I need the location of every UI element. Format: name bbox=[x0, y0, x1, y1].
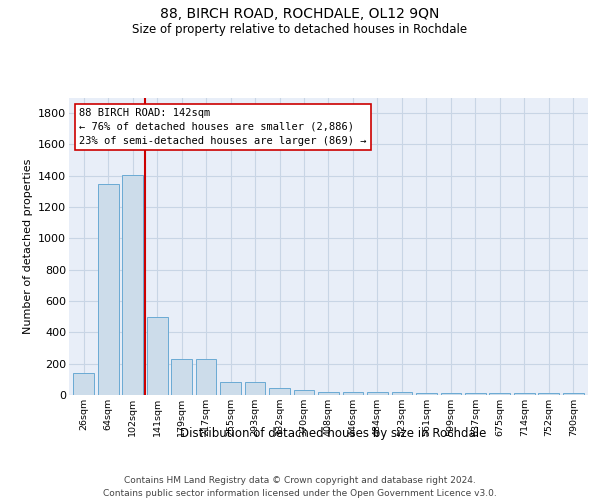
Text: Distribution of detached houses by size in Rochdale: Distribution of detached houses by size … bbox=[180, 428, 486, 440]
Bar bbox=[514, 394, 535, 395]
Bar bbox=[367, 392, 388, 395]
Bar bbox=[245, 382, 265, 395]
Bar bbox=[538, 394, 559, 395]
Bar bbox=[416, 394, 437, 395]
Bar bbox=[318, 392, 339, 395]
Bar bbox=[147, 317, 167, 395]
Text: 88, BIRCH ROAD, ROCHDALE, OL12 9QN: 88, BIRCH ROAD, ROCHDALE, OL12 9QN bbox=[160, 8, 440, 22]
Bar bbox=[98, 184, 119, 395]
Bar bbox=[269, 388, 290, 395]
Bar bbox=[171, 360, 192, 395]
Bar bbox=[343, 392, 364, 395]
Text: Contains public sector information licensed under the Open Government Licence v3: Contains public sector information licen… bbox=[103, 489, 497, 498]
Bar bbox=[490, 394, 510, 395]
Bar bbox=[440, 394, 461, 395]
Bar bbox=[73, 374, 94, 395]
Text: Contains HM Land Registry data © Crown copyright and database right 2024.: Contains HM Land Registry data © Crown c… bbox=[124, 476, 476, 485]
Bar bbox=[293, 390, 314, 395]
Text: Size of property relative to detached houses in Rochdale: Size of property relative to detached ho… bbox=[133, 22, 467, 36]
Bar bbox=[196, 360, 217, 395]
Text: 88 BIRCH ROAD: 142sqm
← 76% of detached houses are smaller (2,886)
23% of semi-d: 88 BIRCH ROAD: 142sqm ← 76% of detached … bbox=[79, 108, 367, 146]
Y-axis label: Number of detached properties: Number of detached properties bbox=[23, 158, 32, 334]
Bar bbox=[563, 394, 584, 395]
Bar bbox=[220, 382, 241, 395]
Bar bbox=[392, 392, 412, 395]
Bar bbox=[465, 394, 486, 395]
Bar bbox=[122, 175, 143, 395]
